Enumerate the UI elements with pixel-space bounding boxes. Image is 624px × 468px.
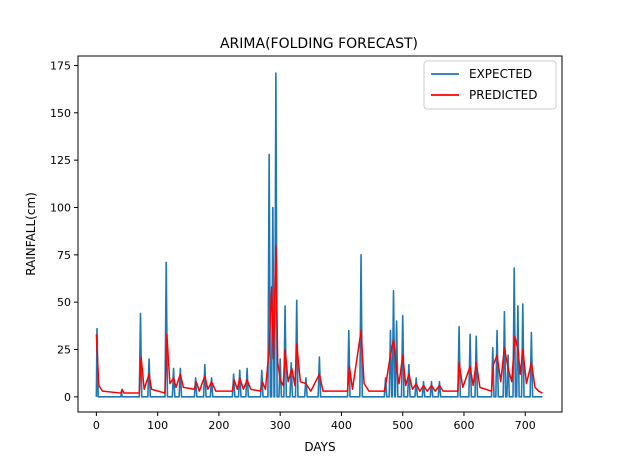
y-tick-label: 0 — [64, 391, 71, 404]
chart-legend: EXPECTED PREDICTED — [423, 60, 557, 110]
x-tick-label: 0 — [93, 419, 100, 432]
y-axis: 0 25 50 75 100 125 150 175 — [50, 59, 78, 404]
x-tick-label: 500 — [392, 419, 413, 432]
legend-box — [423, 60, 557, 110]
y-tick-label: 50 — [57, 296, 71, 309]
x-tick-label: 200 — [208, 419, 229, 432]
chart-title: ARIMA(FOLDING FORECAST) — [220, 36, 418, 52]
plot-area-frame — [77, 55, 563, 413]
y-tick-label: 125 — [50, 154, 71, 167]
x-tick-label: 400 — [331, 419, 352, 432]
x-tick-label: 700 — [515, 419, 536, 432]
x-tick-label: 600 — [453, 419, 474, 432]
y-tick-label: 150 — [50, 107, 71, 120]
legend-label-predicted: PREDICTED — [469, 88, 537, 102]
legend-label-expected: EXPECTED — [469, 67, 532, 81]
series-group — [95, 72, 543, 398]
series-line-expected — [95, 72, 543, 398]
y-tick-label: 25 — [57, 344, 71, 357]
x-tick-label: 100 — [147, 419, 168, 432]
x-axis-label: DAYS — [304, 440, 335, 454]
y-tick-label: 75 — [57, 249, 71, 262]
x-axis: 0 100 200 300 400 500 600 700 — [93, 412, 536, 432]
y-axis-label: RAINFALL(cm) — [24, 192, 38, 276]
y-tick-label: 175 — [50, 59, 71, 72]
series-line-predicted — [95, 244, 543, 394]
x-tick-label: 300 — [270, 419, 291, 432]
y-tick-label: 100 — [50, 201, 71, 214]
